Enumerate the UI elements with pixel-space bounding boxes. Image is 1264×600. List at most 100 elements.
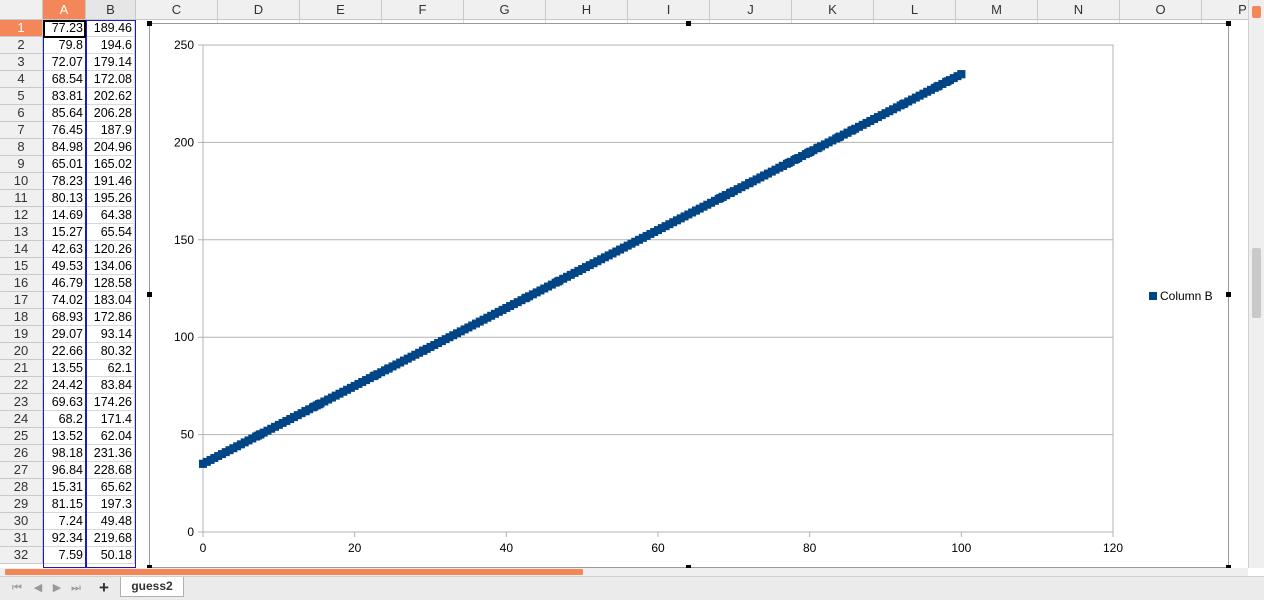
cell-b[interactable]: 204.96 — [86, 139, 135, 156]
row-header[interactable]: 24 — [0, 411, 43, 428]
cell-a[interactable]: 68.54 — [43, 71, 86, 88]
chart-resize-handle-r[interactable] — [1226, 292, 1231, 297]
vertical-scrollbar[interactable] — [1248, 0, 1264, 568]
row-header[interactable]: 1 — [0, 20, 43, 37]
cell-a[interactable]: 24.42 — [43, 377, 86, 394]
first-sheet-icon[interactable]: ⏮ — [12, 582, 22, 594]
cell-a[interactable]: 78.23 — [43, 173, 86, 190]
cell-a[interactable]: 68.2 — [43, 411, 86, 428]
chart-resize-handle-b[interactable] — [686, 565, 691, 568]
column-header-i[interactable]: I — [628, 0, 710, 20]
cell-b[interactable]: 206.28 — [86, 105, 135, 122]
row-header[interactable]: 11 — [0, 190, 43, 207]
next-sheet-icon[interactable]: ▶ — [52, 582, 62, 594]
cell-b[interactable]: 65.62 — [86, 479, 135, 496]
cell-a[interactable]: 46.79 — [43, 275, 86, 292]
cell-b[interactable]: 62.1 — [86, 360, 135, 377]
chart-resize-handle-br[interactable] — [1226, 565, 1231, 568]
cell-a[interactable]: 79.8 — [43, 37, 86, 54]
chart-resize-handle-tr[interactable] — [1226, 21, 1231, 26]
cell-a[interactable]: 15.27 — [43, 224, 86, 241]
column-header-b[interactable]: B — [86, 0, 136, 20]
last-sheet-icon[interactable]: ⏭ — [71, 582, 81, 594]
row-header[interactable]: 21 — [0, 360, 43, 377]
row-header[interactable]: 25 — [0, 428, 43, 445]
cell-b[interactable]: 179.14 — [86, 54, 135, 71]
row-header[interactable]: 15 — [0, 258, 43, 275]
row-header[interactable]: 10 — [0, 173, 43, 190]
cell-a[interactable]: 14.69 — [43, 207, 86, 224]
row-header[interactable]: 14 — [0, 241, 43, 258]
chart-resize-handle-l[interactable] — [147, 292, 152, 297]
row-header[interactable]: 30 — [0, 513, 43, 530]
cell-a[interactable]: 42.63 — [43, 241, 86, 258]
column-header-n[interactable]: N — [1038, 0, 1120, 20]
cell-b[interactable]: 65.54 — [86, 224, 135, 241]
cell-b[interactable]: 195.26 — [86, 190, 135, 207]
cell-b[interactable]: 50.18 — [86, 547, 135, 564]
chart-resize-handle-t[interactable] — [686, 21, 691, 26]
row-header[interactable]: 29 — [0, 496, 43, 513]
row-header[interactable]: 9 — [0, 156, 43, 173]
cell-a[interactable]: 65.01 — [43, 156, 86, 173]
cell-b[interactable]: 134.06 — [86, 258, 135, 275]
previous-sheet-icon[interactable]: ◀ — [33, 582, 43, 594]
cell-b[interactable]: 174.26 — [86, 394, 135, 411]
cell-b[interactable]: 120.26 — [86, 241, 135, 258]
vertical-scroll-thumb[interactable] — [1252, 248, 1261, 318]
cell-a[interactable]: 15.31 — [43, 479, 86, 496]
cell-a[interactable]: 77.23 — [43, 20, 86, 37]
chart-resize-handle-tl[interactable] — [147, 21, 152, 26]
row-header[interactable]: 26 — [0, 445, 43, 462]
cell-b[interactable]: 93.14 — [86, 326, 135, 343]
horizontal-scroll-thumb[interactable] — [5, 569, 583, 575]
column-header-o[interactable]: O — [1120, 0, 1202, 20]
row-header[interactable]: 7 — [0, 122, 43, 139]
row-header[interactable]: 17 — [0, 292, 43, 309]
sheet-tab-guess2[interactable]: guess2 — [120, 577, 184, 597]
cell-b[interactable]: 183.04 — [86, 292, 135, 309]
cell-a[interactable]: 92.34 — [43, 530, 86, 547]
row-header[interactable]: 23 — [0, 394, 43, 411]
cell-a[interactable]: 81.15 — [43, 496, 86, 513]
row-header[interactable]: 4 — [0, 71, 43, 88]
cell-a[interactable]: 68.93 — [43, 309, 86, 326]
row-header[interactable]: 20 — [0, 343, 43, 360]
column-header-e[interactable]: E — [300, 0, 382, 20]
cell-b[interactable]: 189.46 — [86, 20, 135, 37]
column-header-k[interactable]: K — [792, 0, 874, 20]
cell-b[interactable]: 197.3 — [86, 496, 135, 513]
cell-a[interactable]: 83.81 — [43, 88, 86, 105]
row-header[interactable]: 31 — [0, 530, 43, 547]
cell-b[interactable]: 62.04 — [86, 428, 135, 445]
cell-b[interactable]: 194.6 — [86, 37, 135, 54]
column-header-a[interactable]: A — [43, 0, 86, 20]
cell-a[interactable]: 74.02 — [43, 292, 86, 309]
cell-b[interactable]: 83.84 — [86, 377, 135, 394]
cell-a[interactable]: 7.24 — [43, 513, 86, 530]
column-header-m[interactable]: M — [956, 0, 1038, 20]
row-header[interactable]: 16 — [0, 275, 43, 292]
cell-b[interactable]: 64.38 — [86, 207, 135, 224]
column-header-c[interactable]: C — [136, 0, 218, 20]
cell-b[interactable]: 165.02 — [86, 156, 135, 173]
row-header[interactable]: 28 — [0, 479, 43, 496]
row-header[interactable]: 32 — [0, 547, 43, 564]
cell-a[interactable]: 13.52 — [43, 428, 86, 445]
cell-a[interactable]: 85.64 — [43, 105, 86, 122]
row-header[interactable]: 5 — [0, 88, 43, 105]
cell-b[interactable]: 172.86 — [86, 309, 135, 326]
cell-a[interactable]: 49.53 — [43, 258, 86, 275]
chart-object[interactable]: 0 50 100 150 200 250 0 20 40 60 80 100 120 Column B — [149, 23, 1229, 568]
chart-resize-handle-bl[interactable] — [147, 565, 152, 568]
cell-a[interactable]: 69.63 — [43, 394, 86, 411]
cell-b[interactable]: 171.4 — [86, 411, 135, 428]
cell-b[interactable]: 80.32 — [86, 343, 135, 360]
column-header-l[interactable]: L — [874, 0, 956, 20]
column-header-g[interactable]: G — [464, 0, 546, 20]
row-header[interactable]: 19 — [0, 326, 43, 343]
cell-a[interactable]: 13.55 — [43, 360, 86, 377]
row-header[interactable]: 8 — [0, 139, 43, 156]
row-header[interactable]: 2 — [0, 37, 43, 54]
column-header-f[interactable]: F — [382, 0, 464, 20]
